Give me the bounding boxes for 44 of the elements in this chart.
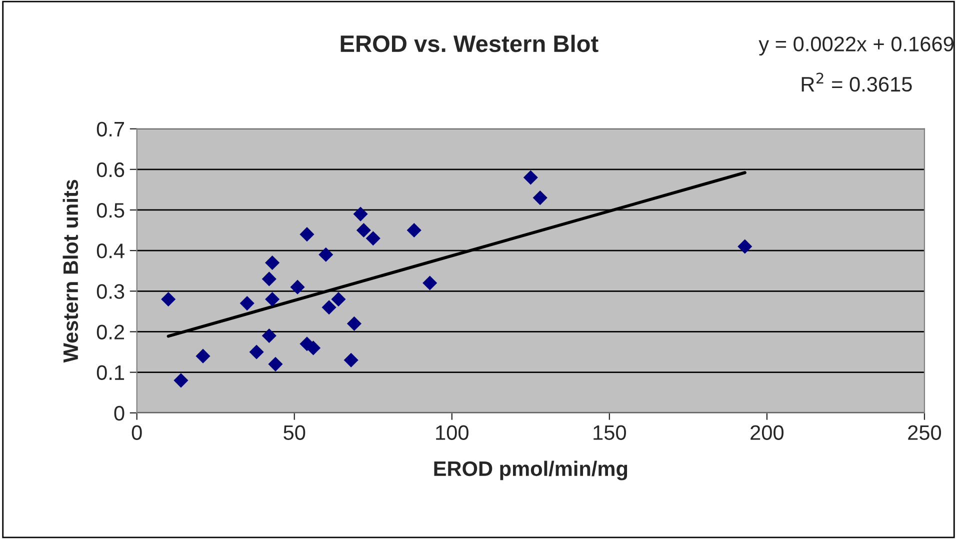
point [265, 255, 280, 270]
point [265, 292, 280, 307]
point [262, 328, 276, 344]
point [300, 227, 314, 242]
point [290, 280, 305, 294]
point [738, 239, 752, 254]
text: R$^{2}$ = 0.3615 [802, 72, 912, 92]
point [161, 292, 176, 307]
point [268, 356, 283, 372]
x-tick-label: 0 [132, 425, 142, 440]
x-tick-label: 200 [750, 425, 784, 440]
y-axis-title: Western Blot units [62, 180, 78, 363]
point [346, 316, 362, 331]
x-tick-label: 250 [908, 425, 942, 440]
y-tick-label: 0 [114, 406, 124, 421]
point [344, 352, 358, 368]
point [406, 222, 422, 238]
y-tick-label: 0.3 [96, 284, 124, 299]
point [366, 231, 380, 246]
y-tick-label: 0.5 [96, 202, 124, 218]
point [262, 272, 276, 286]
point [331, 292, 346, 307]
y-tick-label: 0.1 [96, 365, 124, 380]
x-tick-label: 150 [594, 425, 626, 440]
x-tick-label: 50 [284, 425, 306, 440]
point [356, 222, 371, 238]
y-tick-label: 0.2 [96, 324, 124, 340]
point [318, 247, 334, 262]
point [196, 348, 210, 364]
chart-title: EROD vs. Western Blot [340, 34, 598, 52]
point [532, 190, 548, 206]
point [353, 206, 368, 222]
point [322, 300, 336, 315]
y-tick-label: 0.7 [96, 122, 124, 137]
point [523, 170, 538, 185]
point [240, 296, 254, 311]
point [249, 344, 264, 360]
y-tick-label: 0.6 [96, 162, 124, 178]
text: y = 0.0022x + 0.1669 [758, 36, 954, 56]
point [174, 373, 188, 388]
point [422, 276, 438, 290]
y-tick-label: 0.4 [96, 244, 124, 258]
x-axis-title: EROD pmol/min/mg [434, 460, 628, 480]
x-tick-label: 100 [436, 425, 468, 440]
